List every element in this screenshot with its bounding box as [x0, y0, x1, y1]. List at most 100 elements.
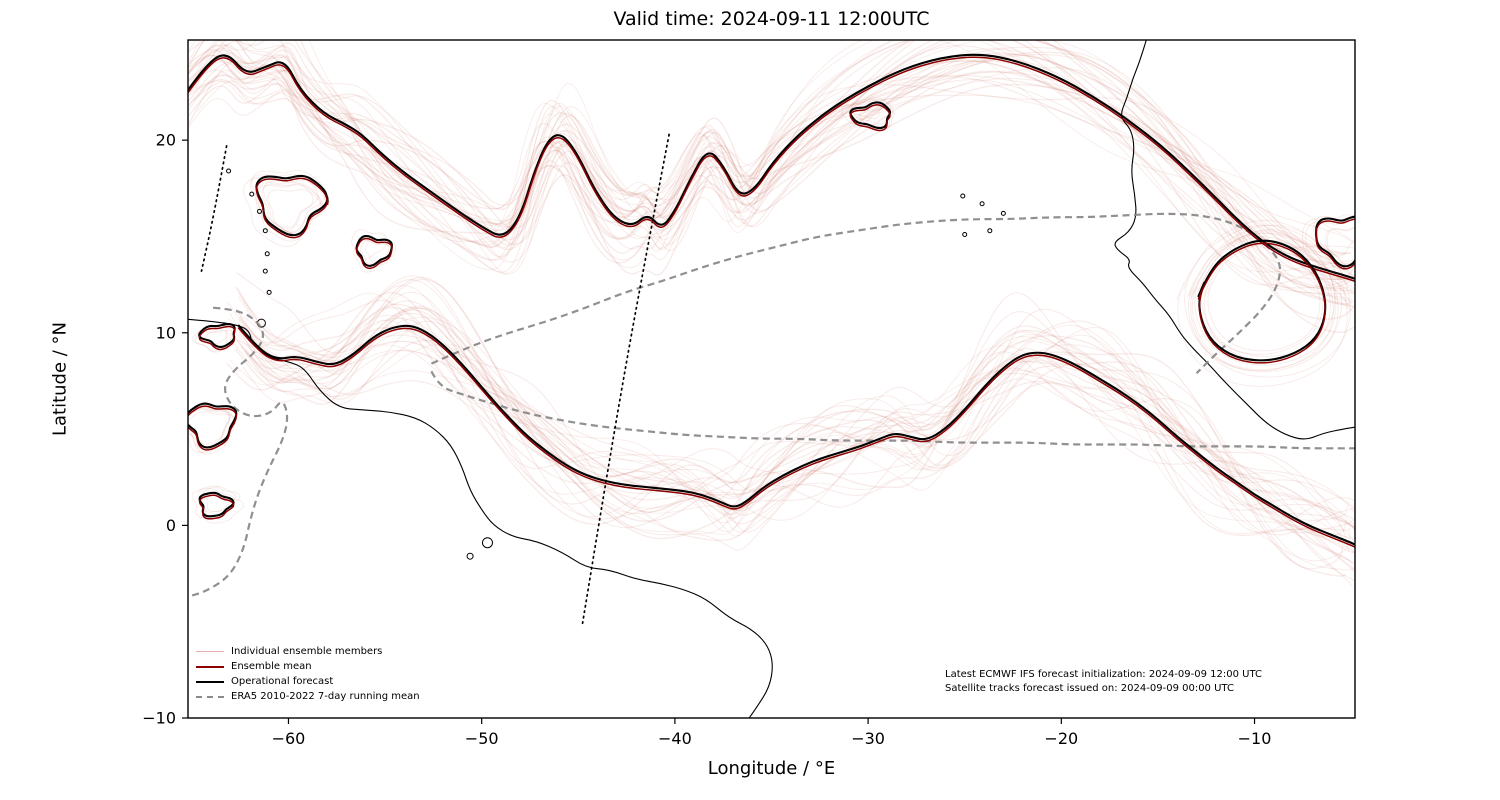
- ensemble-mean-blob-west: [255, 177, 329, 239]
- plot-content: [188, 40, 1355, 718]
- ensemble-member: [238, 300, 1355, 530]
- ensemble-member: [188, 49, 1349, 281]
- ensemble-member: [237, 287, 1355, 533]
- ensemble-member: [229, 312, 1351, 562]
- satellite-note: Satellite tracks forecast issued on: 202…: [945, 683, 1234, 694]
- ensemble-member: [1206, 243, 1321, 352]
- ensemble-member: [245, 291, 1355, 571]
- ensemble-member: [193, 40, 1355, 248]
- axes-frame: [187, 39, 1356, 719]
- y-tick-label: 10: [156, 323, 176, 342]
- ensemble-member: [1326, 227, 1355, 268]
- ensemble-member: [188, 40, 1355, 289]
- ensemble-member: [197, 40, 1355, 275]
- ensemble-member: [244, 279, 1355, 534]
- ensemble-member: [236, 308, 1355, 540]
- ensemble-member: [188, 69, 1347, 293]
- legend-item-operational-forecast: Operational forecast: [196, 674, 420, 689]
- ensemble-member: [188, 61, 1354, 277]
- y-tick-label: 0: [166, 516, 176, 535]
- ensemble-mean-blob-sa-3: [198, 494, 235, 520]
- era5-south: [430, 370, 1355, 450]
- cape-verde-island: [960, 193, 966, 199]
- ensemble-member: [262, 179, 330, 236]
- ensemble-member: [353, 239, 392, 273]
- ensemble-member: [235, 286, 1355, 554]
- ensemble-member: [242, 306, 1355, 549]
- ensemble-mean-itcz-south: [237, 327, 1355, 548]
- ensemble-member: [236, 272, 1350, 551]
- y-tick-label: 20: [156, 131, 176, 150]
- legend-sample-era5: [196, 695, 224, 698]
- ensemble-member: [242, 309, 1355, 530]
- ensemble-member: [238, 296, 1355, 531]
- legend: Individual ensemble members Ensemble mea…: [196, 644, 420, 704]
- lesser-antilles-island: [262, 228, 268, 234]
- amazon-delta-island: [466, 552, 474, 560]
- operational-forecast-blob-sa-3: [198, 491, 235, 518]
- ensemble-member: [351, 229, 387, 260]
- lesser-antilles-island: [249, 191, 255, 197]
- amazon-delta-island: [481, 537, 493, 549]
- ensemble-member: [235, 307, 1355, 571]
- x-tick-label: −10: [1238, 729, 1272, 748]
- coast-south-america: [188, 318, 773, 718]
- ensemble-member: [196, 69, 1355, 303]
- ensemble-member: [1199, 228, 1336, 357]
- ensemble-member: [188, 54, 1351, 308]
- ensemble-member: [193, 46, 1355, 292]
- ensemble-member: [1176, 224, 1348, 387]
- ensemble-mean-blob-right-edge: [1315, 218, 1355, 270]
- forecast-init-note: Latest ECMWF IFS forecast initialization…: [945, 669, 1262, 680]
- ensemble-member: [1183, 219, 1343, 371]
- ensemble-member: [200, 492, 245, 524]
- ensemble-member: [227, 301, 1347, 537]
- legend-label-era5: ERA5 2010-2022 7-day running mean: [231, 691, 420, 702]
- ensemble-member: [188, 40, 1352, 289]
- legend-sample-ensemble-members: [196, 651, 224, 652]
- legend-sample-ensemble-mean: [196, 665, 224, 668]
- x-axis-label: Longitude / °E: [707, 758, 836, 779]
- legend-item-ensemble-mean: Ensemble mean: [196, 659, 420, 674]
- ensemble-member: [245, 285, 1355, 534]
- ensemble-member: [188, 40, 1353, 292]
- ensemble-member: [188, 52, 1355, 320]
- operational-forecast-blob-africa: [1197, 239, 1327, 362]
- ensemble-mean-blob-top-center: [849, 104, 891, 132]
- ensemble-member: [242, 305, 1355, 551]
- ensemble-member: [229, 320, 1351, 546]
- legend-label-ensemble-members: Individual ensemble members: [231, 646, 383, 657]
- ensemble-mean-blob-africa: [1197, 242, 1326, 364]
- legend-item-ensemble-members: Individual ensemble members: [196, 644, 420, 659]
- x-tick-label: −20: [1044, 729, 1078, 748]
- x-tick-label: −60: [272, 729, 306, 748]
- ensemble-member: [226, 292, 1351, 537]
- ensemble-member: [188, 40, 1346, 255]
- legend-label-operational-forecast: Operational forecast: [231, 676, 334, 687]
- cape-verde-island: [987, 228, 993, 234]
- ensemble-member: [233, 314, 1355, 557]
- era5-west: [188, 306, 289, 598]
- lesser-antilles-island: [256, 208, 262, 214]
- ensemble-member: [245, 276, 1355, 565]
- y-axis-label: Latitude / °N: [49, 321, 71, 437]
- ensemble-member: [234, 307, 1346, 577]
- ensemble-member: [235, 307, 1354, 588]
- lesser-antilles-island: [266, 289, 272, 295]
- operational-forecast-blob-sa-2: [188, 402, 238, 449]
- ensemble-member: [244, 275, 1355, 515]
- ensemble-member: [189, 40, 1355, 280]
- ensemble-member: [261, 183, 322, 234]
- operational-forecast-itcz-south: [237, 324, 1355, 546]
- ensemble-member: [247, 278, 1355, 536]
- cape-verde-island: [979, 201, 985, 207]
- ensemble-member: [188, 406, 230, 449]
- operational-forecast-blob-top-center: [849, 101, 891, 130]
- x-tick-label: −40: [658, 729, 692, 748]
- operational-forecast-blob-mid: [355, 235, 393, 267]
- ensemble-member: [1190, 232, 1339, 373]
- lesser-antilles-island: [262, 268, 268, 274]
- cape-verde-island: [962, 232, 968, 238]
